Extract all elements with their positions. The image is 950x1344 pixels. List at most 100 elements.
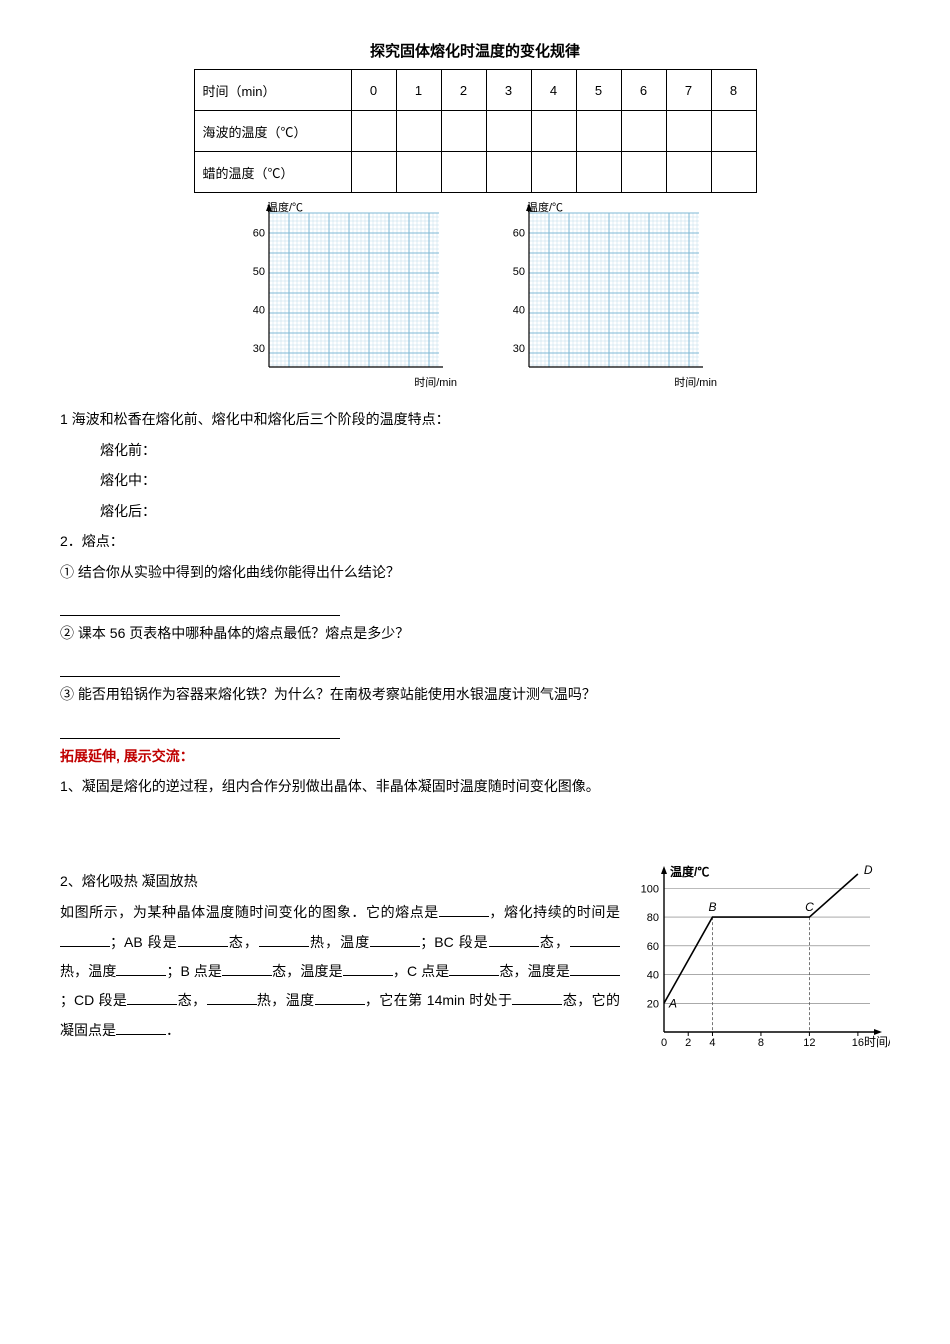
table-cell <box>666 152 711 193</box>
svg-text:2: 2 <box>685 1037 691 1049</box>
svg-text:B: B <box>708 900 716 914</box>
extension-heading: 拓展延伸, 展示交流： <box>60 743 890 770</box>
fill-blank[interactable] <box>315 990 365 1005</box>
q1-before: 熔化前： <box>60 437 890 464</box>
svg-text:40: 40 <box>513 304 525 316</box>
table-cell <box>531 152 576 193</box>
grid-y-axis-label: 温度/℃ <box>267 199 303 215</box>
table-row: 蜡的温度（℃） <box>194 152 756 193</box>
svg-text:60: 60 <box>253 227 265 239</box>
svg-text:50: 50 <box>253 266 265 278</box>
fill-blank[interactable] <box>449 961 499 976</box>
fill-blank[interactable] <box>259 932 309 947</box>
svg-text:温度/℃: 温度/℃ <box>670 864 709 879</box>
svg-text:60: 60 <box>513 227 525 239</box>
table-cell: 4 <box>531 70 576 111</box>
ext-p1: 1、凝固是熔化的逆过程，组内合作分别做出晶体、非晶体凝固时温度随时间变化图像。 <box>60 773 890 800</box>
table-cell <box>531 111 576 152</box>
fill-blank[interactable] <box>370 932 420 947</box>
svg-text:40: 40 <box>253 304 265 316</box>
answer-line[interactable] <box>60 660 340 678</box>
svg-text:C: C <box>805 900 814 914</box>
svg-text:D: D <box>864 864 873 877</box>
svg-text:0: 0 <box>661 1037 667 1049</box>
svg-text:12: 12 <box>803 1037 815 1049</box>
fill-blank[interactable] <box>116 1020 166 1035</box>
q1-during: 熔化中： <box>60 467 890 494</box>
table-cell <box>351 152 396 193</box>
fill-blank[interactable] <box>570 932 620 947</box>
data-table: 时间（min）012345678海波的温度（℃）蜡的温度（℃） <box>194 69 757 193</box>
fill-blank[interactable] <box>60 932 110 947</box>
svg-text:8: 8 <box>758 1037 764 1049</box>
fill-blank[interactable] <box>343 961 393 976</box>
table-cell: 0 <box>351 70 396 111</box>
table-cell <box>486 111 531 152</box>
ext-p2-title: 2、熔化吸热 凝固放热 <box>60 868 620 895</box>
svg-text:时间/min: 时间/min <box>864 1035 890 1049</box>
table-cell <box>441 111 486 152</box>
blank-grids: 温度/℃ 30405060 时间/min 温度/℃ 30405060 时间/mi… <box>60 203 890 386</box>
table-cell <box>351 111 396 152</box>
svg-text:30: 30 <box>253 343 265 355</box>
table-cell <box>621 152 666 193</box>
grid-left: 温度/℃ 30405060 时间/min <box>245 203 445 386</box>
table-cell <box>486 152 531 193</box>
svg-text:30: 30 <box>513 343 525 355</box>
svg-text:100: 100 <box>641 883 659 895</box>
fill-blank[interactable] <box>207 990 257 1005</box>
q1-after: 熔化后： <box>60 498 890 525</box>
table-cell <box>396 111 441 152</box>
grid-y-axis-label: 温度/℃ <box>527 199 563 215</box>
table-cell: 8 <box>711 70 756 111</box>
table-cell <box>666 111 711 152</box>
svg-text:20: 20 <box>647 998 659 1010</box>
svg-text:A: A <box>668 996 677 1010</box>
q2-item2: ② 课本 56 页表格中哪种晶体的熔点最低？熔点是多少？ <box>60 620 890 647</box>
table-cell <box>621 111 666 152</box>
fill-blank[interactable] <box>222 961 272 976</box>
table-cell: 2 <box>441 70 486 111</box>
page-title: 探究固体熔化时温度的变化规律 <box>60 40 890 61</box>
grid-right: 温度/℃ 30405060 时间/min <box>505 203 705 386</box>
answer-line[interactable] <box>60 598 340 616</box>
table-cell: 6 <box>621 70 666 111</box>
fill-blank[interactable] <box>489 932 539 947</box>
svg-text:50: 50 <box>513 266 525 278</box>
grid-x-axis-label: 时间/min <box>674 374 717 390</box>
fill-blank[interactable] <box>178 932 228 947</box>
fill-blank[interactable] <box>439 902 489 917</box>
table-cell <box>576 111 621 152</box>
row-label: 海波的温度（℃） <box>194 111 351 152</box>
table-cell <box>576 152 621 193</box>
table-cell: 7 <box>666 70 711 111</box>
q2-lead: 2．熔点： <box>60 528 890 555</box>
table-row: 时间（min）012345678 <box>194 70 756 111</box>
q2-item3: ③ 能否用铅锅作为容器来熔化铁？为什么？在南极考察站能使用水银温度计测气温吗？ <box>60 681 890 708</box>
svg-text:4: 4 <box>709 1037 715 1049</box>
svg-text:16: 16 <box>852 1037 864 1049</box>
fill-blank[interactable] <box>116 961 166 976</box>
grid-x-axis-label: 时间/min <box>414 374 457 390</box>
svg-text:60: 60 <box>647 941 659 953</box>
answer-line[interactable] <box>60 721 340 739</box>
table-row: 海波的温度（℃） <box>194 111 756 152</box>
q1-lead: 1 海波和松香在熔化前、熔化中和熔化后三个阶段的温度特点： <box>60 406 890 433</box>
melting-chart: 0 2 4 8 12 16 20 40 60 80 100 A B C D 温度/℃ 时间/min <box>630 864 890 1057</box>
svg-text:80: 80 <box>647 912 659 924</box>
q2-item1: ① 结合你从实验中得到的熔化曲线你能得出什么结论？ <box>60 559 890 586</box>
svg-text:40: 40 <box>647 969 659 981</box>
fill-blank[interactable] <box>127 990 177 1005</box>
row-label: 时间（min） <box>194 70 351 111</box>
table-cell <box>711 152 756 193</box>
row-label: 蜡的温度（℃） <box>194 152 351 193</box>
table-cell <box>396 152 441 193</box>
table-cell: 1 <box>396 70 441 111</box>
table-cell <box>711 111 756 152</box>
ext-p2-body: 如图所示，为某种晶体温度随时间变化的图象．它的熔点是，熔化持续的时间是；AB 段… <box>60 898 620 1045</box>
table-cell: 5 <box>576 70 621 111</box>
fill-blank[interactable] <box>570 961 620 976</box>
table-cell: 3 <box>486 70 531 111</box>
table-cell <box>441 152 486 193</box>
fill-blank[interactable] <box>512 990 562 1005</box>
